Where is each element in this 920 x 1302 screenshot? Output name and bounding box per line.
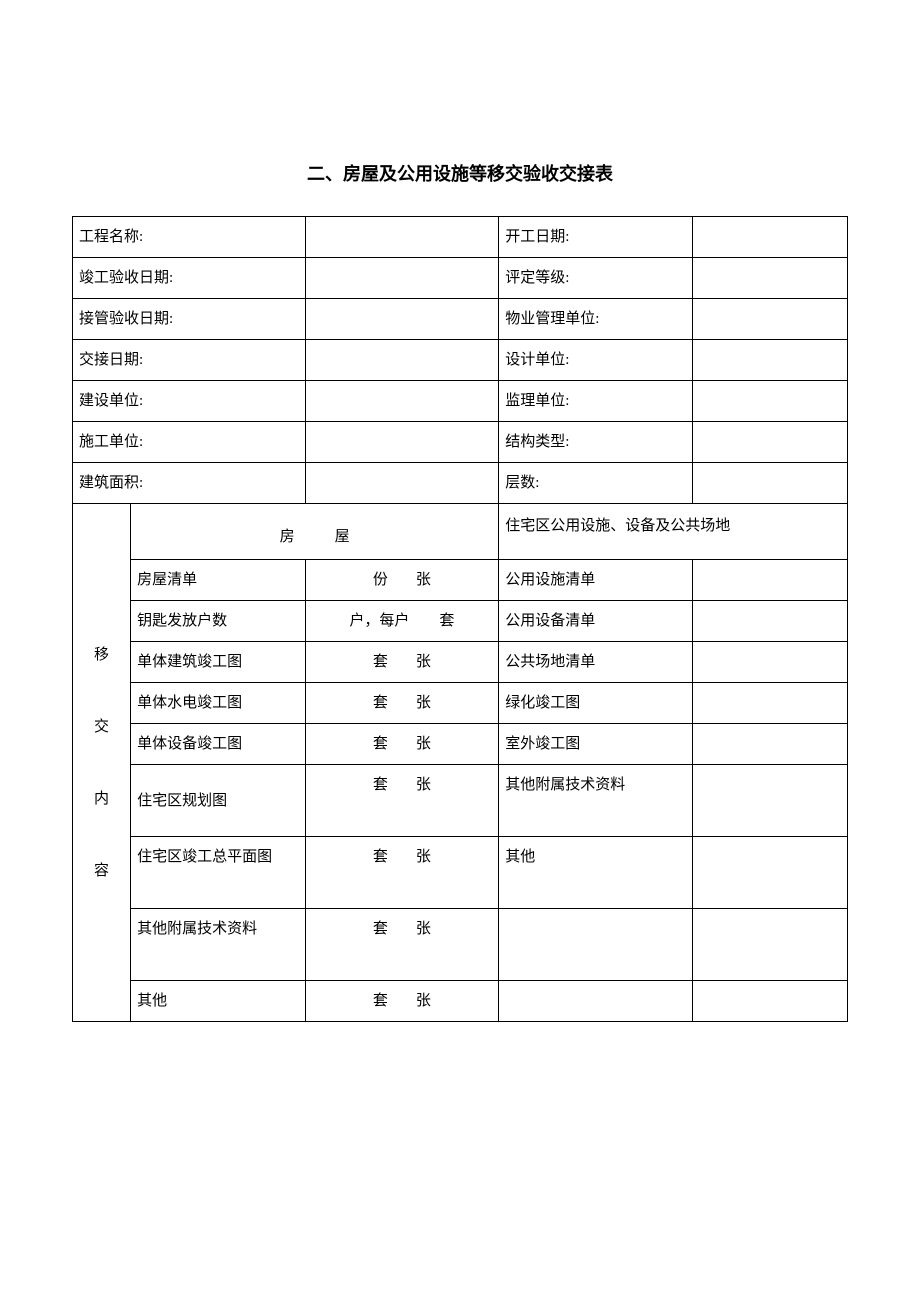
header-left-label-5: 施工单位: — [73, 422, 306, 463]
facility-value-7[interactable] — [693, 909, 848, 981]
vchar-4: 容 — [79, 859, 124, 883]
header-row-6: 建筑面积: 层数: — [73, 463, 848, 504]
content-row-8: 其他 套张 — [73, 981, 848, 1022]
house-name-4: 单体设备竣工图 — [131, 724, 305, 765]
vchar-3: 内 — [79, 787, 124, 811]
facility-name-2: 公共场地清单 — [499, 642, 693, 683]
house-name-0: 房屋清单 — [131, 560, 305, 601]
header-left-value-4[interactable] — [305, 381, 499, 422]
vchar-1: 移 — [79, 643, 124, 667]
header-right-label-3: 设计单位: — [499, 340, 693, 381]
header-right-label-2: 物业管理单位: — [499, 299, 693, 340]
header-right-value-3[interactable] — [693, 340, 848, 381]
house-unit-2[interactable]: 套张 — [305, 642, 499, 683]
house-unit-6[interactable]: 套张 — [305, 837, 499, 909]
header-right-value-5[interactable] — [693, 422, 848, 463]
house-name-2: 单体建筑竣工图 — [131, 642, 305, 683]
header-left-value-5[interactable] — [305, 422, 499, 463]
header-right-label-4: 监理单位: — [499, 381, 693, 422]
vertical-section-label: 移 交 内 容 — [73, 504, 131, 1022]
facility-value-6[interactable] — [693, 837, 848, 909]
content-row-3: 单体水电竣工图 套张 绿化竣工图 — [73, 683, 848, 724]
facility-value-4[interactable] — [693, 724, 848, 765]
header-right-label-5: 结构类型: — [499, 422, 693, 463]
header-row-3: 交接日期: 设计单位: — [73, 340, 848, 381]
house-name-1: 钥匙发放户数 — [131, 601, 305, 642]
header-left-value-0[interactable] — [305, 217, 499, 258]
header-row-0: 工程名称: 开工日期: — [73, 217, 848, 258]
content-row-7: 其他附属技术资料 套张 — [73, 909, 848, 981]
header-row-5: 施工单位: 结构类型: — [73, 422, 848, 463]
header-left-label-4: 建设单位: — [73, 381, 306, 422]
facility-name-8 — [499, 981, 693, 1022]
house-unit-4[interactable]: 套张 — [305, 724, 499, 765]
facility-value-0[interactable] — [693, 560, 848, 601]
facility-value-5[interactable] — [693, 765, 848, 837]
header-left-value-1[interactable] — [305, 258, 499, 299]
content-row-4: 单体设备竣工图 套张 室外竣工图 — [73, 724, 848, 765]
house-name-7: 其他附属技术资料 — [131, 909, 305, 981]
house-unit-5[interactable]: 套张 — [305, 765, 499, 837]
header-row-2: 接管验收日期: 物业管理单位: — [73, 299, 848, 340]
house-name-6: 住宅区竣工总平面图 — [131, 837, 305, 909]
facility-section-header: 住宅区公用设施、设备及公共场地 — [499, 504, 848, 560]
header-left-label-2: 接管验收日期: — [73, 299, 306, 340]
house-section-header: 房屋 — [131, 504, 499, 560]
header-left-label-0: 工程名称: — [73, 217, 306, 258]
facility-name-1: 公用设备清单 — [499, 601, 693, 642]
house-name-8: 其他 — [131, 981, 305, 1022]
section-header-row: 移 交 内 容 房屋 住宅区公用设施、设备及公共场地 — [73, 504, 848, 560]
facility-name-4: 室外竣工图 — [499, 724, 693, 765]
facility-value-8[interactable] — [693, 981, 848, 1022]
facility-name-6: 其他 — [499, 837, 693, 909]
header-right-label-1: 评定等级: — [499, 258, 693, 299]
facility-value-1[interactable] — [693, 601, 848, 642]
header-right-value-2[interactable] — [693, 299, 848, 340]
header-right-value-4[interactable] — [693, 381, 848, 422]
header-row-4: 建设单位: 监理单位: — [73, 381, 848, 422]
header-right-label-0: 开工日期: — [499, 217, 693, 258]
house-unit-3[interactable]: 套张 — [305, 683, 499, 724]
content-row-2: 单体建筑竣工图 套张 公共场地清单 — [73, 642, 848, 683]
header-left-value-2[interactable] — [305, 299, 499, 340]
header-right-label-6: 层数: — [499, 463, 693, 504]
header-left-label-6: 建筑面积: — [73, 463, 306, 504]
facility-name-7 — [499, 909, 693, 981]
form-table: 工程名称: 开工日期: 竣工验收日期: 评定等级: 接管验收日期: 物业管理单位… — [72, 216, 848, 1022]
header-left-value-6[interactable] — [305, 463, 499, 504]
vchar-2: 交 — [79, 715, 124, 739]
header-right-value-1[interactable] — [693, 258, 848, 299]
header-right-value-6[interactable] — [693, 463, 848, 504]
content-row-6: 住宅区竣工总平面图 套张 其他 — [73, 837, 848, 909]
header-left-value-3[interactable] — [305, 340, 499, 381]
content-row-5: 住宅区规划图 套张 其他附属技术资料 — [73, 765, 848, 837]
house-unit-7[interactable]: 套张 — [305, 909, 499, 981]
header-row-1: 竣工验收日期: 评定等级: — [73, 258, 848, 299]
facility-name-5: 其他附属技术资料 — [499, 765, 693, 837]
house-unit-1[interactable]: 户，每户 套 — [305, 601, 499, 642]
page-title: 二、房屋及公用设施等移交验收交接表 — [72, 160, 848, 186]
header-right-value-0[interactable] — [693, 217, 848, 258]
facility-value-3[interactable] — [693, 683, 848, 724]
facility-name-3: 绿化竣工图 — [499, 683, 693, 724]
house-name-5: 住宅区规划图 — [131, 765, 305, 837]
facility-value-2[interactable] — [693, 642, 848, 683]
content-row-1: 钥匙发放户数 户，每户 套 公用设备清单 — [73, 601, 848, 642]
house-unit-8[interactable]: 套张 — [305, 981, 499, 1022]
header-left-label-3: 交接日期: — [73, 340, 306, 381]
house-unit-0[interactable]: 份张 — [305, 560, 499, 601]
header-left-label-1: 竣工验收日期: — [73, 258, 306, 299]
facility-name-0: 公用设施清单 — [499, 560, 693, 601]
house-name-3: 单体水电竣工图 — [131, 683, 305, 724]
content-row-0: 房屋清单 份张 公用设施清单 — [73, 560, 848, 601]
